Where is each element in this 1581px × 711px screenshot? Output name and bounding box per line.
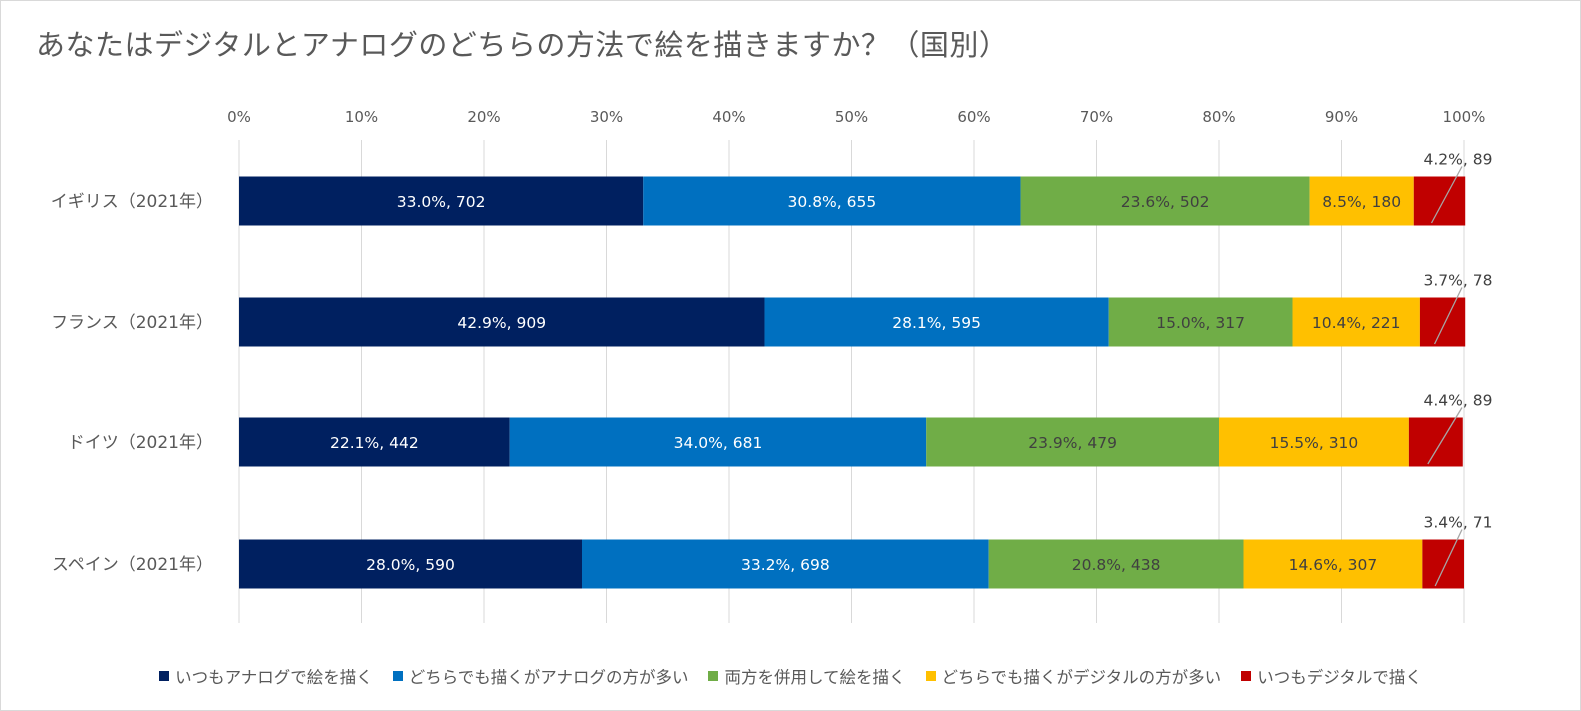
bar-segment <box>1413 176 1466 226</box>
data-label: 23.6%, 502 <box>1121 193 1210 211</box>
legend-item: いつもデジタルで描く <box>1241 664 1422 688</box>
category-label: スペイン（2021年） <box>52 555 213 575</box>
x-tick-label: 80% <box>1202 108 1235 126</box>
x-tick-label: 60% <box>957 108 990 126</box>
legend-swatch <box>392 671 403 681</box>
category-label: イギリス（2021年） <box>51 192 213 212</box>
data-label: 4.4%, 89 <box>1424 392 1493 410</box>
bar-segment <box>643 176 1021 226</box>
bar-segment <box>1419 297 1466 347</box>
data-label: 10.4%, 221 <box>1312 314 1401 332</box>
legend-item: 両方を併用して絵を描く <box>708 664 906 688</box>
x-tick-label: 0% <box>227 108 251 126</box>
category-label: ドイツ（2021年） <box>68 433 213 453</box>
x-tick-label: 30% <box>590 108 623 126</box>
leader-line <box>1427 407 1463 465</box>
bar-segment <box>1292 297 1420 347</box>
data-label: 28.0%, 590 <box>366 556 455 574</box>
chart-plot-area: 0% 10% 20% 30% 40% 50% 60% 70% 80% 90% 100% イギリス（20… <box>51 108 1493 623</box>
bar-segment <box>239 539 582 589</box>
legend-swatch <box>1241 671 1252 681</box>
chart-title: あなたはデジタルとアナログのどちらの方法で絵を描きますか？（国別） <box>36 28 1009 62</box>
legend-label: いつもデジタルで描く <box>1257 668 1422 687</box>
data-label: 20.8%, 438 <box>1072 556 1161 574</box>
bar-segment <box>509 417 927 467</box>
bar-segment <box>764 297 1109 347</box>
bar-segment <box>239 417 510 467</box>
legend-label: いつもアナログで絵を描く <box>175 668 373 687</box>
data-label: 4.2%, 89 <box>1424 151 1493 169</box>
data-label: 33.2%, 698 <box>741 556 830 574</box>
data-label: 30.8%, 655 <box>788 193 877 211</box>
leader-line <box>1434 529 1463 587</box>
legend-item: どちらでも描くがアナログの方が多い <box>392 664 689 688</box>
data-label: 14.6%, 307 <box>1289 556 1378 574</box>
x-tick-label: 90% <box>1325 108 1358 126</box>
bar-segment <box>239 297 765 347</box>
bar-segment <box>926 417 1219 467</box>
category-label: フランス（2021年） <box>51 313 213 333</box>
legend-label: どちらでも描くがアナログの方が多い <box>408 668 689 687</box>
bar-segment <box>239 176 644 226</box>
bar-segment <box>1309 176 1414 226</box>
data-label: 3.4%, 71 <box>1424 514 1493 532</box>
legend-label: どちらでも描くがデジタルの方が多い <box>941 668 1222 687</box>
data-label: 22.1%, 442 <box>330 434 419 452</box>
bar-segment <box>1108 297 1293 347</box>
bar-segment <box>1408 417 1463 467</box>
leader-line <box>1433 287 1463 345</box>
bar-segment <box>1020 176 1310 226</box>
legend-swatch <box>159 671 170 681</box>
data-label: 8.5%, 180 <box>1322 193 1401 211</box>
x-tick-label: 70% <box>1080 108 1113 126</box>
data-label: 33.0%, 702 <box>397 193 486 211</box>
bar-segment <box>1243 539 1423 589</box>
bar-segment <box>1422 539 1464 589</box>
data-label: 34.0%, 681 <box>674 434 763 452</box>
x-tick-label: 20% <box>467 108 500 126</box>
bar-segment <box>582 539 989 589</box>
legend-item: どちらでも描くがデジタルの方が多い <box>925 664 1222 688</box>
data-label: 42.9%, 909 <box>457 314 546 332</box>
bar-segment <box>988 539 1244 589</box>
bar-segment <box>1219 417 1409 467</box>
x-tick-label: 40% <box>712 108 745 126</box>
data-label: 3.7%, 78 <box>1424 272 1493 290</box>
legend-label: 両方を併用して絵を描く <box>724 668 906 687</box>
data-label: 23.9%, 479 <box>1028 434 1117 452</box>
x-tick-label: 50% <box>835 108 868 126</box>
data-label: 28.1%, 595 <box>892 314 981 332</box>
x-tick-label: 10% <box>345 108 378 126</box>
chart-legend: いつもアナログで絵を描く どちらでも描くがアナログの方が多い 両方を併用して絵を描く… <box>0 664 1581 688</box>
data-label: 15.5%, 310 <box>1270 434 1359 452</box>
legend-swatch <box>925 671 936 681</box>
legend-swatch <box>708 671 719 681</box>
data-label: 15.0%, 317 <box>1156 314 1245 332</box>
legend-item: いつもアナログで絵を描く <box>159 664 373 688</box>
x-tick-label: 100% <box>1443 108 1486 126</box>
leader-line <box>1430 166 1463 224</box>
